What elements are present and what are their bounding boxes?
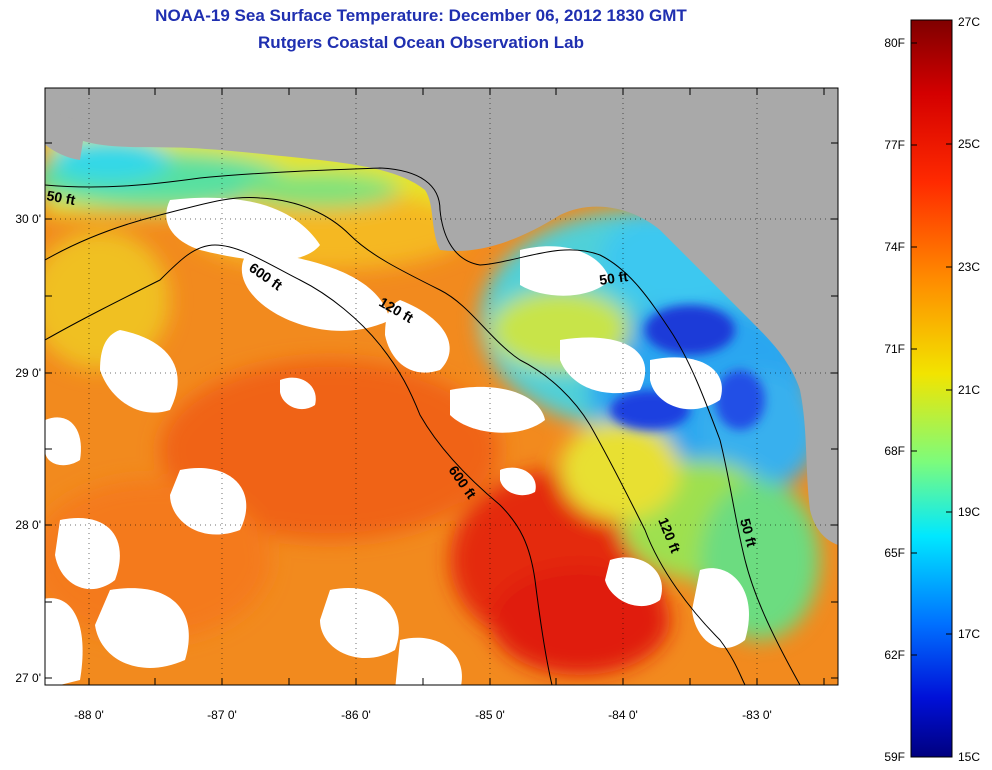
map-title: NOAA-19 Sea Surface Temperature: Decembe… (155, 6, 687, 25)
lat-label-27: 27 0' (15, 671, 41, 685)
colorbar-c-25: 25C (958, 137, 980, 151)
colorbar-f-74: 74F (884, 240, 905, 254)
lon-label-86: -86 0' (341, 708, 371, 722)
colorbar-f-77: 77F (884, 138, 905, 152)
lon-label-87: -87 0' (207, 708, 237, 722)
plot-frame (44, 87, 839, 686)
lat-label-29: 29 0' (15, 366, 41, 380)
land-gulf-coast (45, 88, 838, 545)
depth-contours (45, 167, 801, 685)
colorbar: 80F 77F 74F 71F 68F 65F 62F 59F 27C 25C … (884, 15, 980, 764)
colorbar-c-19: 19C (958, 505, 980, 519)
colorbar-f-71: 71F (884, 342, 905, 356)
colorbar-f-68: 68F (884, 444, 905, 458)
colorbar-f-59: 59F (884, 750, 905, 764)
colorbar-c-21: 21C (958, 383, 980, 397)
colorbar-c-23: 23C (958, 260, 980, 274)
lon-label-83: -83 0' (742, 708, 772, 722)
contour-label-50ft-bigbend: 50 ft (598, 268, 629, 288)
colorbar-c-15: 15C (958, 750, 980, 764)
lon-label-85: -85 0' (475, 708, 505, 722)
contour-label-50ft-west: 50 ft (45, 187, 76, 208)
lon-label-84: -84 0' (608, 708, 638, 722)
cloud-cover (45, 197, 749, 685)
colorbar-c-27: 27C (958, 15, 980, 29)
colorbar-f-80: 80F (884, 36, 905, 50)
lat-label-28: 28 0' (15, 518, 41, 532)
sst-map: 50 ft 600 ft 120 ft 50 ft 600 ft 120 ft … (45, 88, 838, 685)
lon-label-88: -88 0' (74, 708, 104, 722)
colorbar-f-62: 62F (884, 648, 905, 662)
lat-label-30: 30 0' (15, 212, 41, 226)
colorbar-scale (910, 19, 953, 758)
axis-ticks (45, 88, 838, 685)
colorbar-c-17: 17C (958, 627, 980, 641)
map-subtitle: Rutgers Coastal Ocean Observation Lab (258, 33, 584, 52)
contour-label-50ft-south: 50 ft (737, 517, 760, 549)
colorbar-f-65: 65F (884, 546, 905, 560)
